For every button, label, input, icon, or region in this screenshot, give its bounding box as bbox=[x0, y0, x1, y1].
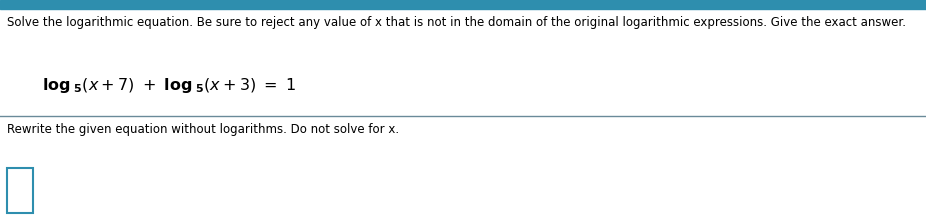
Text: Rewrite the given equation without logarithms. Do not solve for x.: Rewrite the given equation without logar… bbox=[7, 123, 399, 136]
Bar bbox=[0, 0, 926, 9]
Text: $\mathbf{log}_{\ \mathbf{5}}(x+7)\ +\ \mathbf{log}_{\ \mathbf{5}}(x+3)\ =\ 1$: $\mathbf{log}_{\ \mathbf{5}}(x+7)\ +\ \m… bbox=[42, 76, 296, 95]
Bar bbox=[7, 168, 33, 213]
Text: Solve the logarithmic equation. Be sure to reject any value of x that is not in : Solve the logarithmic equation. Be sure … bbox=[7, 16, 907, 29]
